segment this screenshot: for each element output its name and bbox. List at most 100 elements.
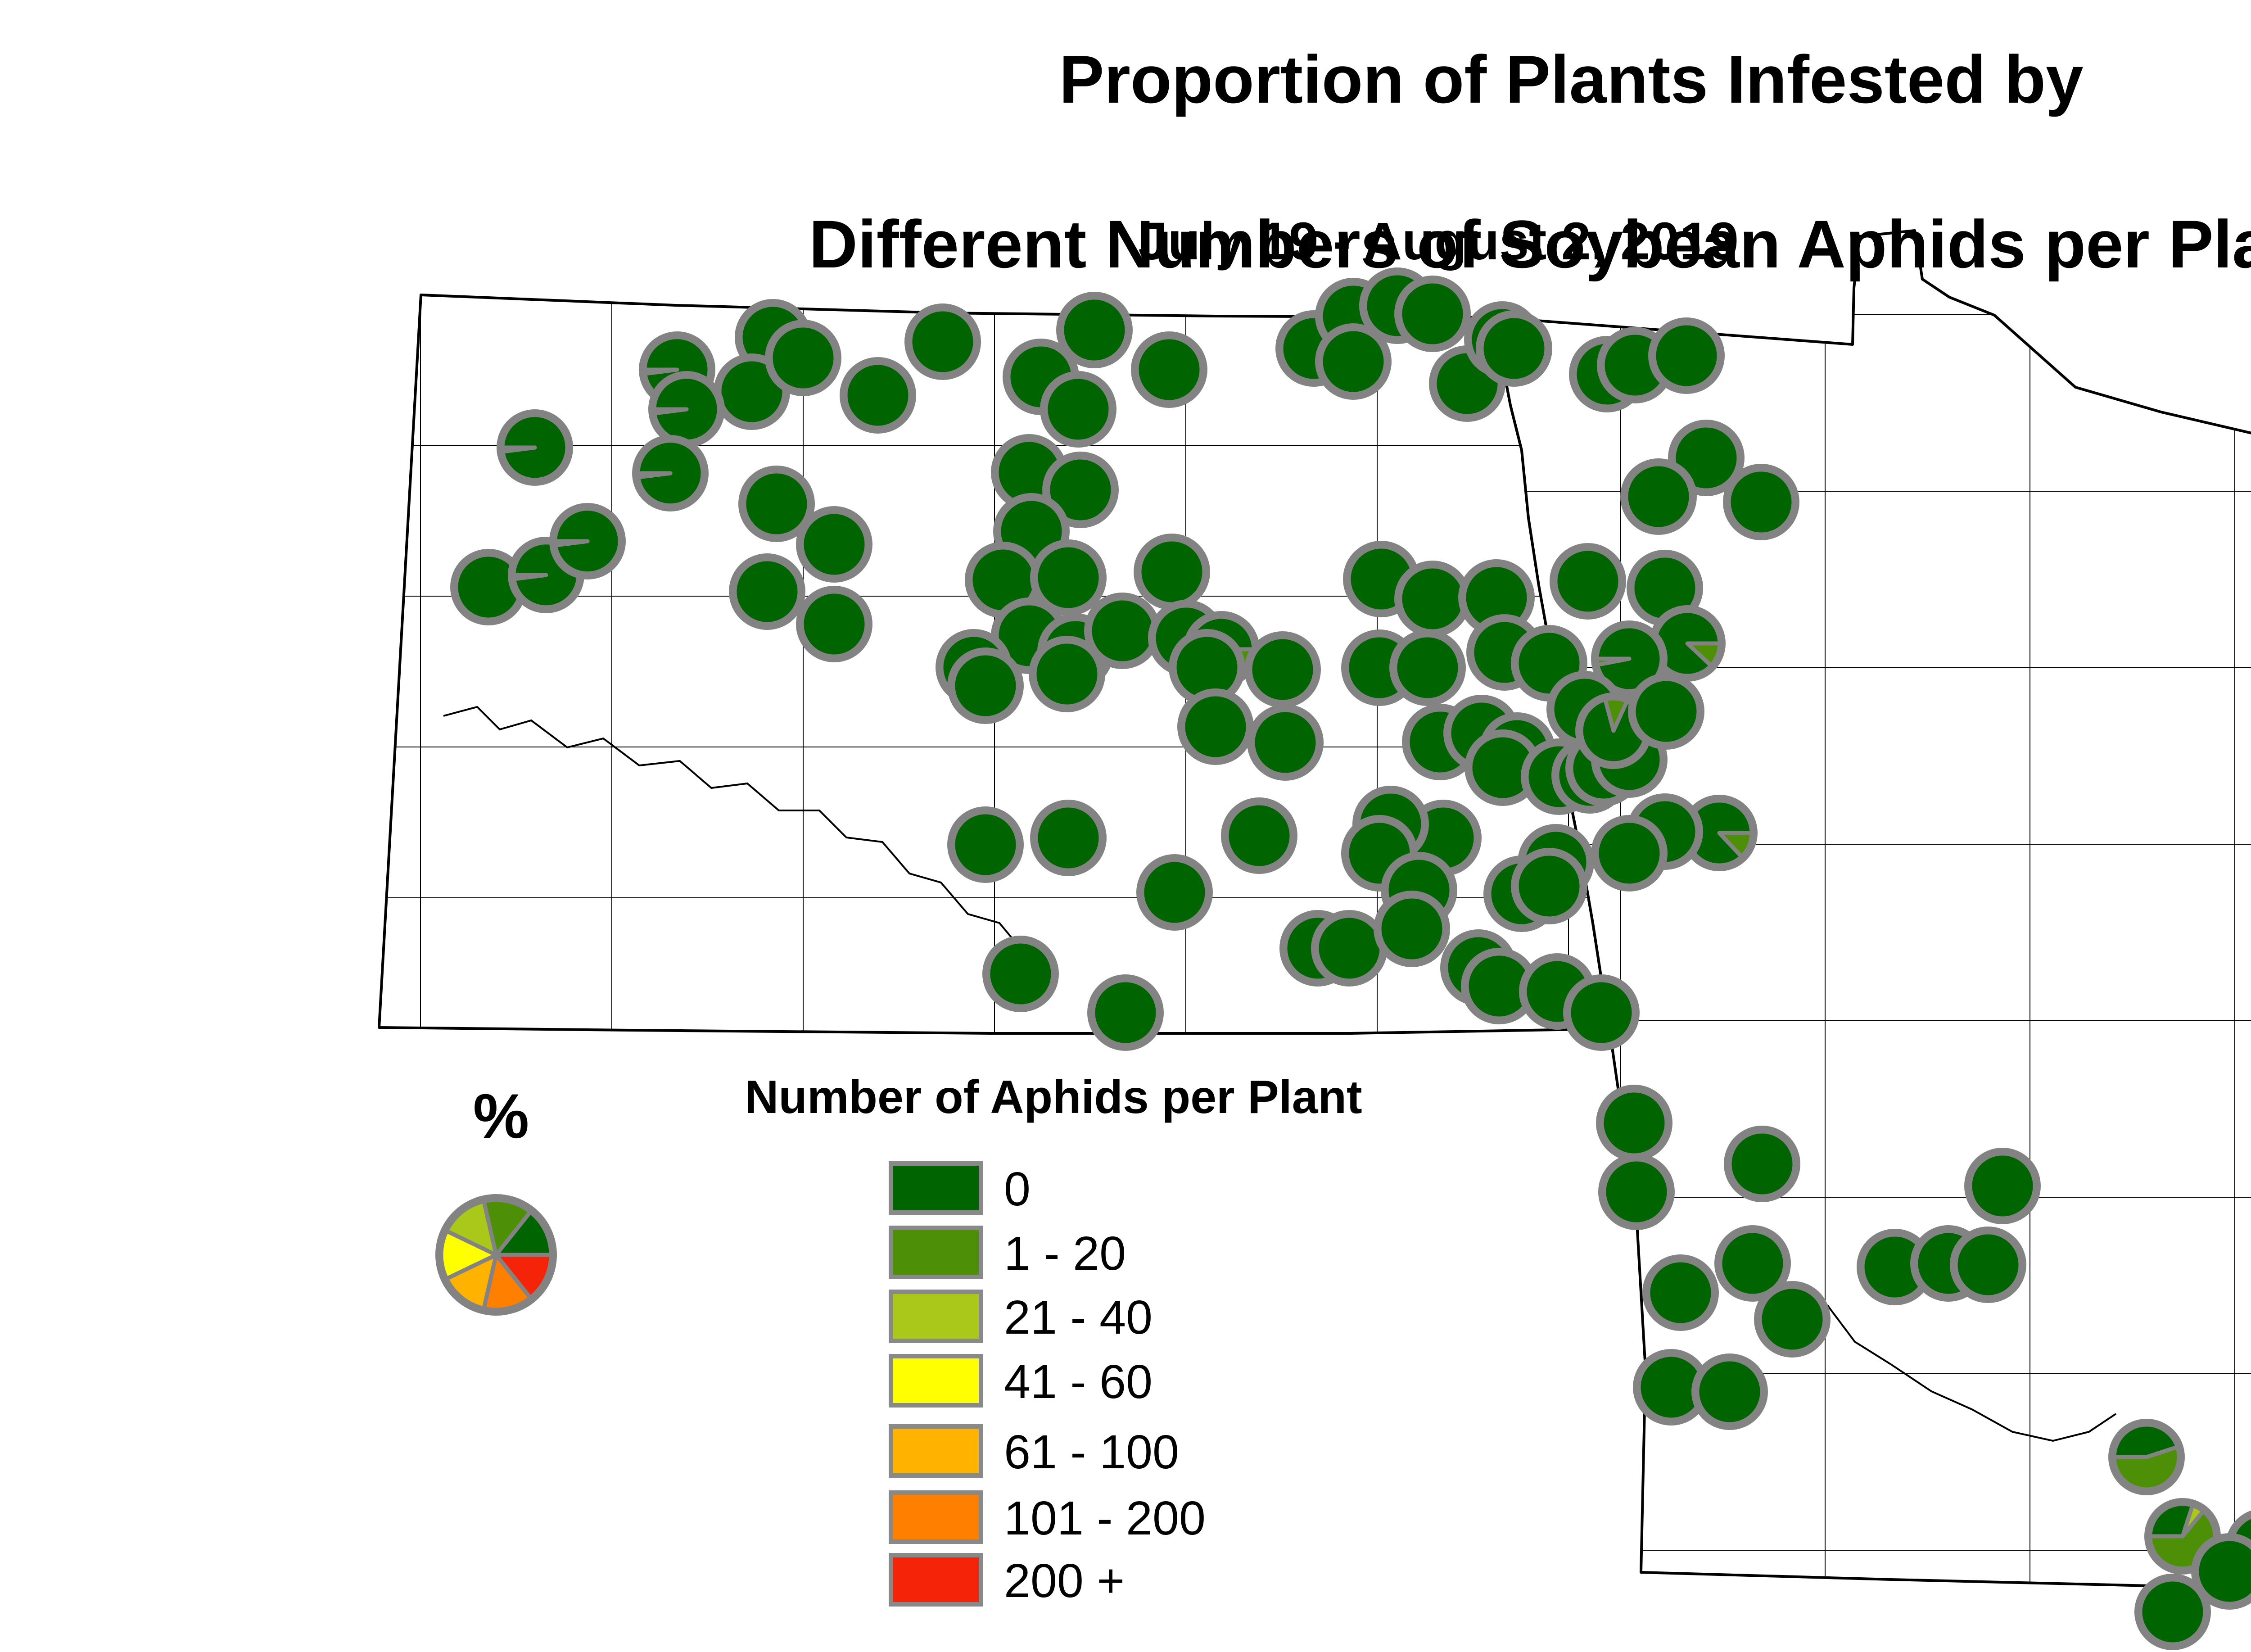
pie-marker xyxy=(796,586,872,662)
pie-outline-ring xyxy=(1315,323,1392,400)
legend-swatch xyxy=(889,1226,983,1279)
legend-item-label: 21 - 40 xyxy=(1004,1291,1153,1344)
legend-swatch xyxy=(889,1490,983,1544)
pie-marker xyxy=(765,320,841,396)
legend-item-label: 200 + xyxy=(1004,1554,1125,1607)
pie-outline-ring xyxy=(2108,1419,2185,1495)
page-title: Proportion of Plants Infested by Differe… xyxy=(783,38,2251,285)
pie-outline-ring xyxy=(1950,1227,2026,1303)
pie-marker xyxy=(1389,629,1466,706)
pie-marker xyxy=(1030,539,1107,616)
pie-outline-ring xyxy=(1136,854,1213,931)
pie-marker xyxy=(1964,1148,2041,1224)
pie-outline-ring xyxy=(1030,539,1107,616)
legend-title: Number of Aphids per Plant xyxy=(745,1071,1362,1123)
legend-example-pie xyxy=(435,1194,557,1316)
pie-outline-ring xyxy=(738,466,815,542)
pie-marker xyxy=(1030,800,1107,876)
river-line xyxy=(1795,1282,2117,1442)
legend-swatch xyxy=(889,1553,983,1607)
pie-marker xyxy=(1563,974,1640,1051)
legend-swatch xyxy=(889,1424,983,1478)
pie-outline-ring xyxy=(796,506,872,583)
pie-marker xyxy=(1244,631,1321,708)
pie-outline-ring xyxy=(765,320,841,396)
pie-outline-ring xyxy=(1042,452,1119,528)
pie-marker xyxy=(1131,331,1207,408)
pie-marker xyxy=(1221,797,1297,874)
pie-marker xyxy=(1642,1254,1719,1331)
pie-marker xyxy=(1596,1085,1672,1161)
pie-marker xyxy=(1374,891,1450,967)
pie-outline-ring xyxy=(1642,1254,1719,1331)
pie-marker xyxy=(738,466,815,542)
pie-marker xyxy=(648,371,725,448)
pie-marker xyxy=(1628,673,1704,750)
pie-marker xyxy=(1591,815,1668,892)
pie-outline-ring xyxy=(1030,800,1107,876)
pie-marker xyxy=(1668,420,1745,496)
pie-marker xyxy=(2191,1533,2251,1610)
pie-outline-ring xyxy=(2191,1533,2251,1610)
percent-symbol-label: % xyxy=(473,1081,529,1151)
pie-marker xyxy=(1681,795,1758,871)
pie-outline-ring xyxy=(796,586,872,662)
pie-outline-ring xyxy=(1131,331,1207,408)
pie-marker xyxy=(904,303,981,380)
pie-outline-ring xyxy=(1591,620,1668,697)
pie-marker xyxy=(1476,310,1552,387)
pie-outline-ring xyxy=(2134,1574,2211,1650)
legend-item-label: 101 - 200 xyxy=(1004,1492,1206,1545)
pie-marker xyxy=(1394,276,1471,352)
pie-marker xyxy=(1598,1154,1675,1230)
pie-outline-ring xyxy=(632,435,709,511)
pie-marker xyxy=(1056,292,1133,368)
pie-outline-ring xyxy=(1374,891,1450,967)
pie-outline-ring xyxy=(1056,292,1133,368)
pie-marker xyxy=(632,435,709,511)
pie-marker xyxy=(1136,854,1213,931)
pie-marker xyxy=(1029,636,1105,712)
date-range-subtitle: July 19 - August 2, 2019 xyxy=(1138,212,1739,271)
pie-marker xyxy=(1649,605,1726,682)
pie-marker xyxy=(1950,1227,2026,1303)
pie-marker xyxy=(982,936,1059,1012)
pie-outline-ring xyxy=(1723,464,1799,540)
pie-marker xyxy=(1040,371,1116,448)
pie-outline-ring xyxy=(497,409,573,486)
pie-marker xyxy=(947,806,1024,883)
pie-marker xyxy=(729,553,805,630)
state-minnesota xyxy=(1493,229,2251,1590)
legend-item-label: 61 - 100 xyxy=(1004,1426,1179,1479)
pie-marker xyxy=(1648,317,1725,394)
pie-marker xyxy=(1311,910,1388,987)
pie-outline-ring xyxy=(840,357,916,434)
title-line2: Different Numbers of Soybean Aphids per … xyxy=(809,206,2251,282)
legend-item-label: 41 - 60 xyxy=(1004,1355,1153,1408)
pie-outline-ring xyxy=(947,806,1024,883)
pie-outline-ring xyxy=(1389,629,1466,706)
pie-marker xyxy=(1394,561,1471,637)
pie-marker xyxy=(1754,1281,1831,1358)
pie-marker xyxy=(1247,704,1324,781)
pie-outline-ring xyxy=(1598,1154,1675,1230)
pie-outline-ring xyxy=(1476,310,1552,387)
pie-outline-ring xyxy=(1628,673,1704,750)
pie-outline-ring xyxy=(1550,543,1626,620)
pie-outline-ring xyxy=(1724,1126,1800,1202)
pie-outline-ring xyxy=(1040,371,1116,448)
pie-outline-ring xyxy=(1964,1148,2041,1224)
pie-outline-ring xyxy=(1668,420,1745,496)
river-line xyxy=(443,706,1023,951)
legend-swatch xyxy=(889,1354,983,1408)
pie-marker xyxy=(1315,323,1392,400)
pie-marker xyxy=(2108,1419,2185,1495)
pie-outline-ring xyxy=(1029,636,1105,712)
pie-marker xyxy=(1042,452,1119,528)
legend-item-label: 0 xyxy=(1004,1163,1031,1216)
pie-marker xyxy=(796,506,872,583)
pie-outline-ring xyxy=(947,647,1024,724)
legend-swatch xyxy=(889,1290,983,1343)
